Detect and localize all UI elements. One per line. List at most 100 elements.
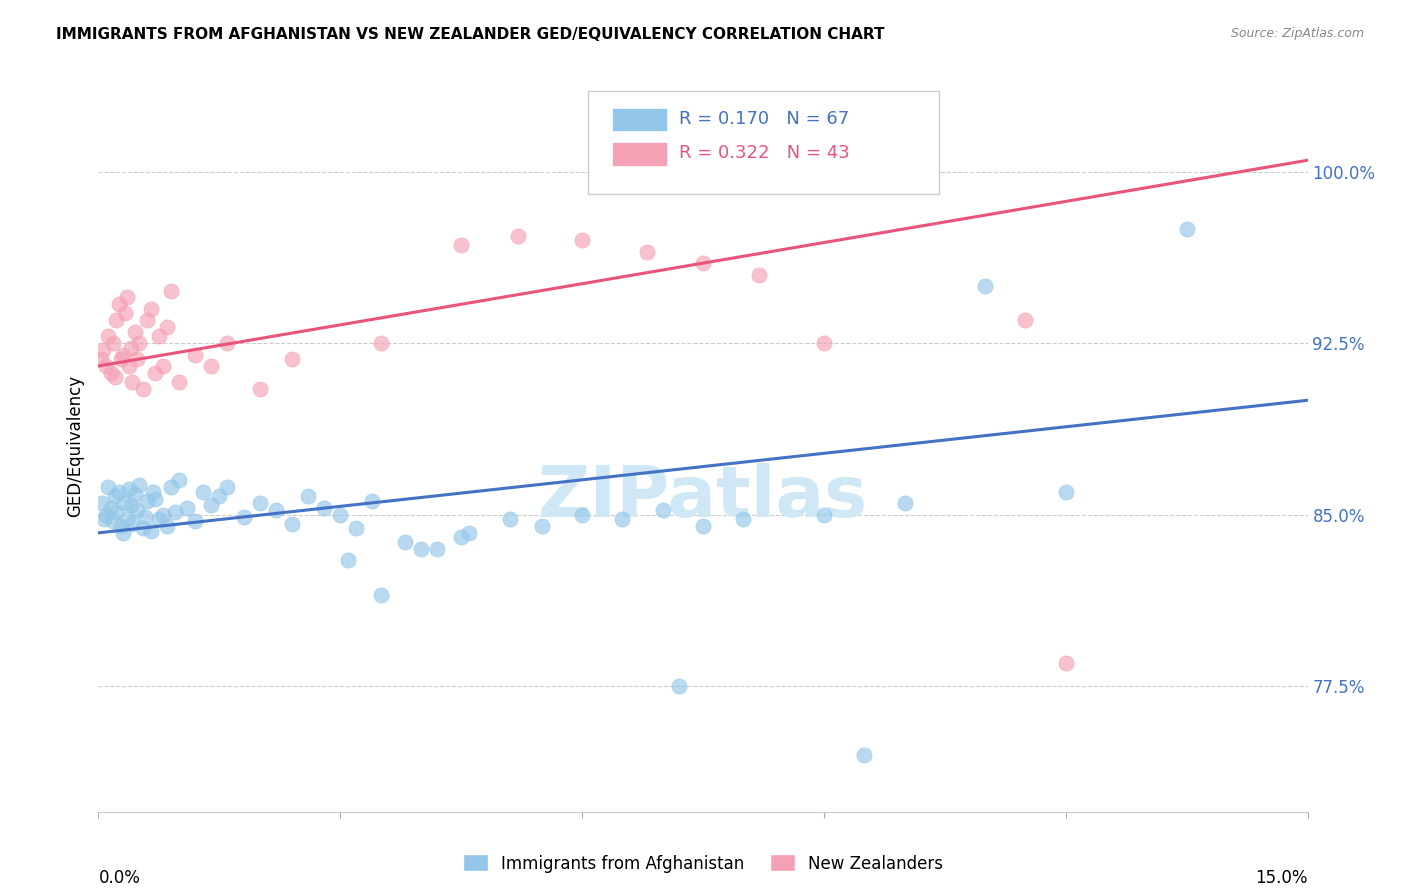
Point <box>127 503 149 517</box>
Point <box>91 343 114 357</box>
Point <box>135 494 157 508</box>
Point <box>668 679 690 693</box>
Point <box>148 329 170 343</box>
Point <box>115 290 138 304</box>
Point <box>163 505 186 519</box>
Point <box>90 352 112 367</box>
Point <box>167 473 190 487</box>
Point <box>94 359 117 373</box>
Point <box>120 341 142 355</box>
Point <box>636 244 658 259</box>
Text: ZIPatlas: ZIPatlas <box>538 463 868 532</box>
Point <box>93 512 115 526</box>
Point <box>337 553 360 567</box>
FancyBboxPatch shape <box>613 108 666 131</box>
Point <box>107 484 129 499</box>
Point <box>143 366 166 380</box>
Point <box>148 512 170 526</box>
FancyBboxPatch shape <box>613 143 666 166</box>
Point <box>111 347 134 362</box>
Point <box>96 508 118 522</box>
Point <box>1054 656 1077 670</box>
Point <box>128 478 150 492</box>
Point <box>813 508 835 522</box>
Point <box>103 489 125 503</box>
Point <box>450 238 472 252</box>
Point <box>107 297 129 311</box>
Point <box>118 483 141 497</box>
Text: R = 0.322   N = 43: R = 0.322 N = 43 <box>679 145 849 162</box>
Point <box>264 503 287 517</box>
Point <box>893 496 915 510</box>
Point <box>281 516 304 531</box>
Text: Source: ZipAtlas.com: Source: ZipAtlas.com <box>1230 27 1364 40</box>
Point <box>217 480 239 494</box>
Point <box>249 382 271 396</box>
Point <box>314 500 336 515</box>
Point <box>124 487 146 501</box>
Point <box>530 519 553 533</box>
Point <box>249 496 271 510</box>
Point <box>200 499 222 513</box>
Point <box>127 352 149 367</box>
Text: 0.0%: 0.0% <box>98 869 141 887</box>
Point <box>135 313 157 327</box>
Point <box>692 256 714 270</box>
Point <box>733 512 755 526</box>
Point <box>297 489 319 503</box>
Point <box>394 535 416 549</box>
Y-axis label: GED/Equivalency: GED/Equivalency <box>66 375 84 517</box>
Point <box>124 325 146 339</box>
Point <box>115 512 138 526</box>
Point <box>160 284 183 298</box>
Point <box>142 484 165 499</box>
Point <box>152 359 174 373</box>
Point <box>143 491 166 506</box>
Point <box>152 508 174 522</box>
Point <box>105 505 128 519</box>
Point <box>692 519 714 533</box>
Point <box>1014 313 1036 327</box>
Point <box>281 352 304 367</box>
Point <box>100 366 122 380</box>
Legend: Immigrants from Afghanistan, New Zealanders: Immigrants from Afghanistan, New Zealand… <box>457 847 949 880</box>
Point <box>498 512 520 526</box>
Point <box>506 228 529 243</box>
Point <box>176 500 198 515</box>
Text: 15.0%: 15.0% <box>1256 869 1308 887</box>
Point <box>118 359 141 373</box>
Point <box>361 494 384 508</box>
Point <box>370 336 392 351</box>
Point <box>853 747 876 762</box>
Point <box>651 503 673 517</box>
Point <box>121 375 143 389</box>
Point <box>612 512 634 526</box>
Text: R = 0.170   N = 67: R = 0.170 N = 67 <box>679 110 849 128</box>
Point <box>370 588 392 602</box>
Point <box>97 329 120 343</box>
Point <box>232 509 254 524</box>
Point <box>1175 222 1198 236</box>
Point <box>344 521 367 535</box>
Point <box>139 301 162 316</box>
Point <box>458 525 481 540</box>
Point <box>110 519 132 533</box>
Point <box>184 515 207 529</box>
Point <box>217 336 239 351</box>
Point <box>571 508 593 522</box>
Point <box>200 359 222 373</box>
Point <box>208 489 231 503</box>
Point <box>167 375 190 389</box>
Point <box>571 233 593 247</box>
Point <box>112 496 135 510</box>
FancyBboxPatch shape <box>588 91 939 194</box>
Point <box>121 516 143 531</box>
Point <box>813 336 835 351</box>
Point <box>132 521 155 535</box>
Point <box>128 336 150 351</box>
Point <box>193 484 215 499</box>
Point <box>105 313 128 327</box>
Point <box>156 519 179 533</box>
Point <box>156 320 179 334</box>
Point <box>409 541 432 556</box>
